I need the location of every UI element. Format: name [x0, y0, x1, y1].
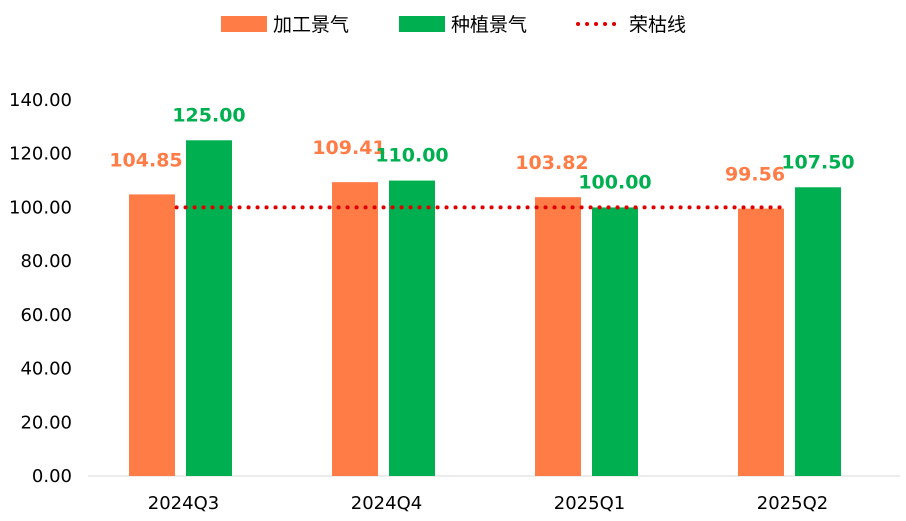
y-tick-label: 40.00 — [20, 359, 72, 380]
data-label: 103.82 — [515, 152, 588, 174]
bar — [738, 208, 784, 476]
legend-label: 荣枯线 — [629, 14, 686, 36]
bar — [129, 194, 175, 476]
legend-label: 加工景气 — [273, 14, 349, 36]
legend-swatch — [221, 16, 267, 32]
legend-label: 种植景气 — [451, 14, 527, 36]
x-tick-label: 2024Q3 — [148, 493, 219, 514]
bar — [535, 197, 581, 477]
bar — [389, 180, 435, 477]
y-tick-label: 120.00 — [9, 144, 72, 165]
data-label: 100.00 — [578, 171, 651, 193]
data-label: 104.85 — [109, 149, 182, 171]
bars — [129, 140, 841, 477]
bar — [332, 182, 378, 476]
x-tick-label: 2024Q4 — [351, 493, 422, 514]
bar — [186, 140, 232, 477]
y-tick-label: 140.00 — [9, 90, 72, 111]
data-label: 99.56 — [725, 164, 785, 186]
y-tick-label: 100.00 — [9, 197, 72, 218]
y-tick-label: 20.00 — [20, 412, 72, 433]
x-tick-label: 2025Q1 — [554, 493, 625, 514]
bar — [795, 187, 841, 477]
x-axis: 2024Q3 2024Q4 2025Q1 2025Q2 — [88, 475, 900, 514]
x-tick-label: 2025Q2 — [757, 493, 828, 514]
data-label: 109.41 — [312, 137, 385, 159]
y-tick-label: 80.00 — [20, 251, 72, 272]
data-label: 125.00 — [172, 104, 245, 126]
y-tick-label: 60.00 — [20, 305, 72, 326]
data-label: 107.50 — [781, 151, 854, 173]
y-axis: 0.00 20.00 40.00 60.00 80.00 100.00 120.00 140.… — [9, 90, 72, 487]
y-tick-label: 0.00 — [32, 466, 72, 487]
bar — [592, 207, 638, 476]
legend: 加工景气 种植景气 荣枯线 — [221, 14, 686, 36]
data-label: 110.00 — [375, 145, 448, 167]
legend-swatch — [399, 16, 445, 32]
